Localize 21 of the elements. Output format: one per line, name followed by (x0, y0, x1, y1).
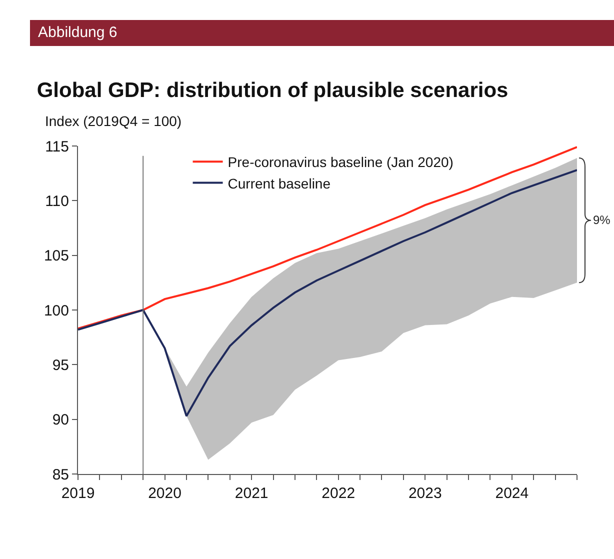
x-tick-label: 2020 (148, 485, 182, 502)
legend-label: Current baseline (228, 175, 331, 192)
y-tick-label: 105 (44, 248, 69, 265)
text: Abbildung 6 (30, 20, 614, 46)
y-tick-label: 100 (44, 302, 69, 320)
x-tick-label: 2019 (61, 485, 95, 502)
line-series (78, 146, 577, 330)
y-tick-label: 95 (52, 356, 69, 374)
x-tick-label: 2024 (495, 485, 529, 502)
chart-title: Global GDP: distribution of plausible scenarios (36, 78, 508, 102)
x-tick-label: 2022 (322, 485, 356, 502)
legend-label: Pre-coronavirus baseline (Jan 2020) (228, 154, 454, 170)
y-tick-label: 115 (45, 138, 69, 156)
y-axis-title: Index (2019Q4 = 100) (45, 113, 182, 129)
y-tick-label: 90 (52, 412, 69, 429)
annotation: 9% (593, 213, 611, 227)
x-tick-label: 2021 (234, 485, 268, 502)
line-series (78, 169, 577, 418)
y-tick-label: 110 (45, 192, 69, 210)
y-tick-label: 85 (52, 466, 69, 484)
x-tick-label: 2023 (408, 485, 442, 502)
